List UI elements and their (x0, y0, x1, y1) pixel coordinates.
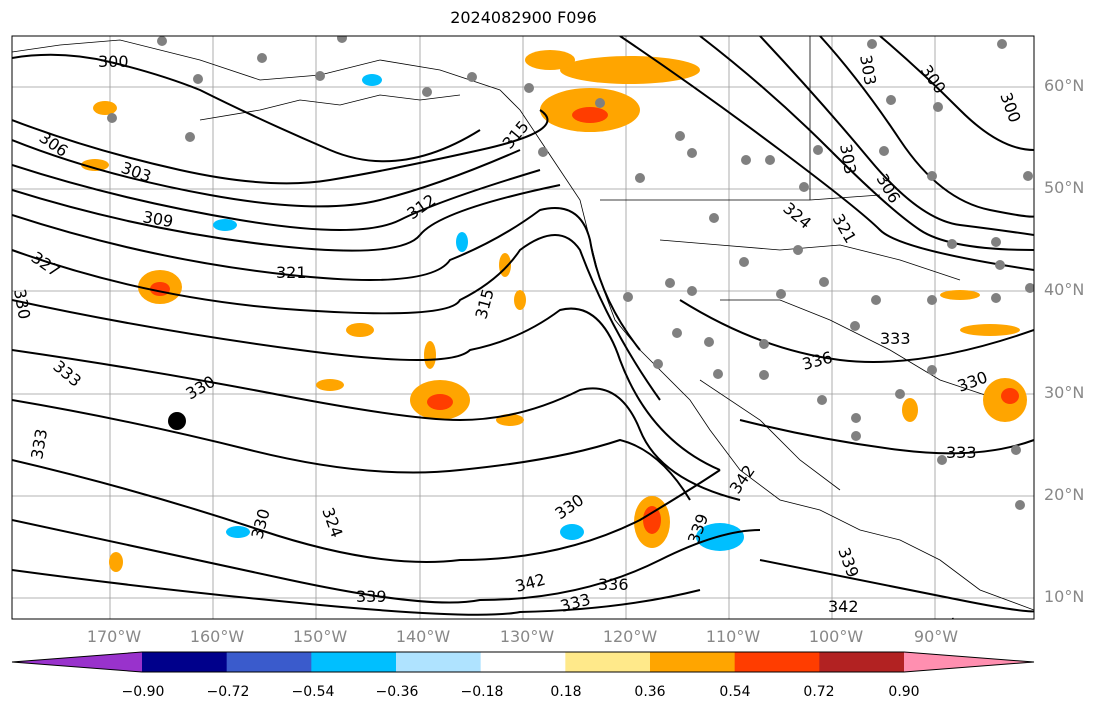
contour-value-labels: 300 306 303 309 312 321 315 327 330 333 … (10, 52, 1025, 650)
lon-label: 120°W (602, 627, 658, 646)
contour-label: 336 (938, 615, 966, 650)
contour-label: 342 (513, 570, 547, 596)
colorbar-segment (396, 652, 482, 672)
contour-label: 300 (996, 90, 1024, 125)
contour-label: 321 (829, 211, 861, 247)
contour-label: 324 (318, 505, 346, 540)
colorbar-tick-label: −0.72 (206, 684, 250, 700)
colorbar-extend-low (12, 652, 142, 672)
colorbar-segment (819, 652, 905, 672)
lat-label: 60°N (1044, 76, 1085, 95)
colorbar-segment (226, 652, 312, 672)
colorbar-outline (11, 651, 1035, 673)
contour-label: 333 (49, 357, 85, 391)
map-frame (11, 35, 1035, 620)
lon-label: 100°W (808, 627, 864, 646)
colorbar-tick-label: 0.90 (888, 684, 920, 700)
contour-label: 315 (499, 117, 533, 153)
contour-label: 333 (27, 427, 51, 460)
lon-label: 160°W (189, 627, 245, 646)
contour-label: 339 (356, 587, 387, 606)
colorbar-segment (734, 652, 820, 672)
location-marker (168, 412, 186, 430)
lat-label: 40°N (1044, 280, 1085, 299)
colorbar-tick-label: −0.54 (291, 684, 335, 700)
lon-label: 150°W (292, 627, 348, 646)
contour-label: 303 (836, 142, 860, 175)
shaded-regions (81, 50, 1027, 572)
contour-label: 303 (856, 53, 880, 86)
contour-label: 330 (10, 287, 34, 320)
contour-label: 333 (880, 329, 911, 348)
lon-label: 90°W (913, 627, 959, 646)
contour-label: 333 (558, 590, 592, 616)
contour-label: 312 (403, 190, 439, 223)
contour-label: 306 (36, 128, 72, 161)
colorbar-extend-high (904, 652, 1034, 672)
lat-label: 10°N (1044, 587, 1085, 606)
contour-label: 330 (248, 507, 274, 541)
colorbar (11, 651, 1035, 673)
contour-label: 342 (726, 461, 759, 497)
colorbar-tick-label: −0.18 (460, 684, 504, 700)
lon-label: 170°W (86, 627, 142, 646)
colorbar-tick-label: 0.72 (803, 684, 835, 700)
contour-label: 300 (98, 52, 129, 71)
colorbar-tick-label: −0.36 (375, 684, 419, 700)
lon-label: 140°W (395, 627, 451, 646)
contour-label: 309 (141, 207, 174, 231)
colorbar-segment (311, 652, 397, 672)
lat-label: 50°N (1044, 178, 1085, 197)
colorbar-tick-label: −0.90 (121, 684, 165, 700)
station-dots (107, 36, 1034, 510)
contour-label: 324 (779, 199, 815, 233)
contour-label: 321 (276, 263, 307, 282)
contour-label: 336 (598, 575, 629, 594)
lat-label: 20°N (1044, 485, 1085, 504)
lat-lon-grid (12, 36, 1034, 619)
colorbar-segment (480, 652, 566, 672)
contour-label: 300 (917, 61, 950, 97)
contour-label: 333 (946, 443, 977, 462)
contour-lines (12, 36, 1034, 616)
lon-label: 110°W (705, 627, 761, 646)
coastlines (12, 36, 1034, 611)
contour-label: 327 (28, 248, 64, 281)
map-title: 2024082900 F096 (450, 8, 597, 27)
colorbar-tick-label: 0.18 (550, 684, 582, 700)
colorbar-segment (142, 652, 228, 672)
contour-label: 342 (828, 597, 859, 616)
lat-label: 30°N (1044, 383, 1085, 402)
contour-label: 306 (873, 171, 905, 207)
contour-label: 330 (551, 490, 587, 523)
lon-label: 130°W (499, 627, 555, 646)
colorbar-segment (650, 652, 736, 672)
colorbar-tick-label: 0.36 (634, 684, 666, 700)
contour-label: 336 (800, 348, 834, 374)
colorbar-segment (565, 652, 651, 672)
colorbar-tick-label: 0.54 (719, 684, 751, 700)
